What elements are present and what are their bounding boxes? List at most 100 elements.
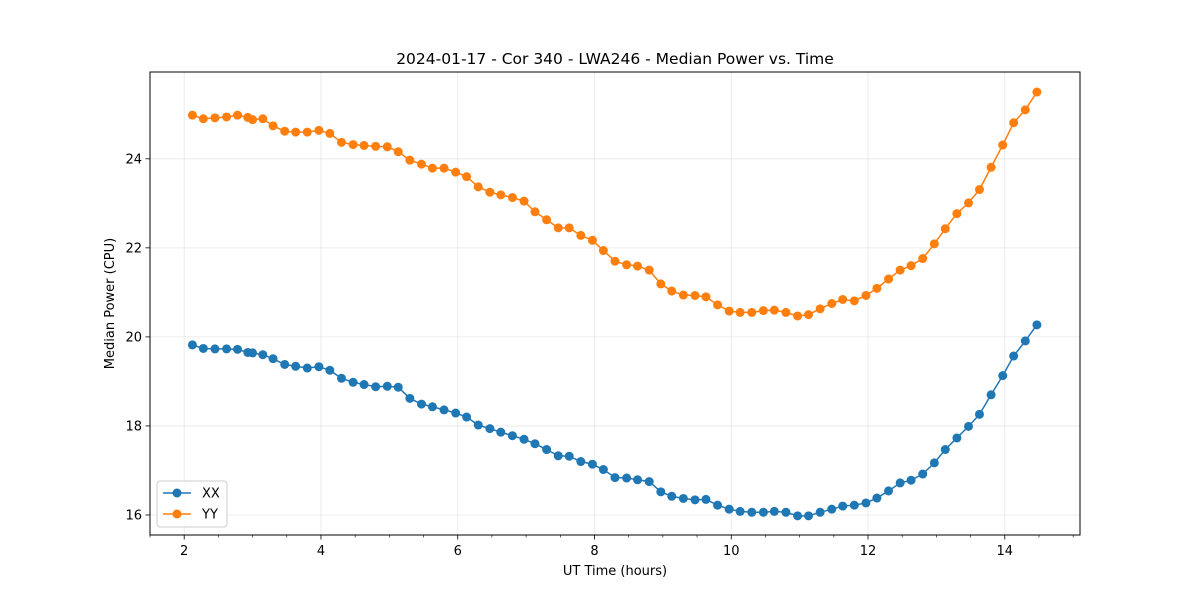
data-point-xx [564,451,574,461]
data-point-xx [622,473,632,483]
data-point-xx [758,507,768,517]
plot-area-frame [149,71,1081,536]
data-point-xx [336,373,346,383]
data-point-yy [519,196,529,206]
data-point-yy [248,115,258,125]
data-point-yy [268,121,278,131]
data-point-xx [462,412,472,422]
data-point-xx [393,382,403,392]
data-point-xx [769,506,779,516]
data-point-yy [427,163,437,173]
data-point-yy [439,163,449,173]
data-point-xx [314,362,324,372]
data-point-xx [359,380,369,390]
data-point-yy [451,167,461,177]
data-point-yy [198,114,208,124]
data-point-yy [405,155,415,165]
data-point-xx [210,344,220,354]
data-point-yy [690,290,700,300]
data-point-yy [793,311,803,321]
data-point-yy [964,198,974,208]
data-point-xx [496,427,506,437]
data-point-yy [918,254,928,264]
data-point-xx [872,493,882,503]
data-point-xx [815,507,825,517]
data-point-xx [198,343,208,353]
data-point-xx [1009,351,1019,361]
y-axis-label: Median Power (CPU) [103,238,118,369]
data-point-xx [427,402,437,412]
x-tick-label: 6 [454,544,462,559]
data-point-yy [998,140,1008,150]
data-point-xx [1032,320,1042,330]
data-point-xx [258,350,268,360]
data-point-xx [986,390,996,400]
data-point-yy [974,185,984,195]
data-point-yy [280,126,290,136]
data-point-yy [884,274,894,284]
data-point-xx [1020,336,1030,346]
x-tick-label: 12 [860,544,877,559]
data-point-xx [918,469,928,479]
data-point-xx [439,405,449,415]
data-point-xx [576,457,586,467]
legend-marker-yy [172,509,182,519]
data-point-yy [258,114,268,124]
data-point-xx [735,506,745,516]
data-point-yy [553,223,563,233]
data-point-xx [222,344,232,354]
data-point-xx [451,408,461,418]
data-point-xx [553,451,563,461]
data-point-xx [325,365,335,375]
data-point-yy [371,141,381,151]
data-point-yy [952,209,962,219]
data-point-yy [633,261,643,271]
data-point-xx [268,354,278,364]
legend: XX YY [156,480,228,528]
data-point-xx [644,477,654,487]
data-point-xx [906,475,916,485]
data-point-yy [348,140,358,150]
data-point-yy [393,147,403,157]
data-point-yy [530,207,540,217]
data-point-xx [187,340,197,350]
data-point-xx [371,382,381,392]
x-tick-label: 2 [180,544,188,559]
data-point-xx [838,501,848,511]
legend-label-xx: XX [202,487,220,502]
data-point-xx [793,511,803,521]
data-point-xx [405,393,415,403]
data-point-yy [849,296,859,306]
data-point-xx [280,359,290,369]
data-point-xx [701,494,711,504]
data-point-yy [667,286,677,296]
data-point-yy [382,142,392,152]
data-point-yy [713,300,723,310]
data-point-xx [964,421,974,431]
data-point-yy [986,162,996,172]
data-point-xx [895,478,905,488]
data-point-xx [530,439,540,449]
data-point-yy [656,279,666,289]
data-point-xx [781,507,791,517]
data-point-yy [598,246,608,256]
data-point-yy [587,235,597,245]
data-point-xx [974,409,984,419]
data-point-yy [576,230,586,240]
data-point-yy [872,283,882,293]
data-point-yy [747,307,757,317]
data-point-yy [210,113,220,123]
data-point-xx [849,500,859,510]
data-point-yy [507,193,517,203]
x-tick-label: 8 [590,544,598,559]
data-point-yy [622,260,632,270]
series-line-yy [192,91,1038,317]
data-point-yy [758,306,768,316]
data-point-yy [564,223,574,233]
data-point-yy [781,307,791,317]
data-point-yy [291,127,301,137]
data-point-xx [542,445,552,455]
data-point-yy [222,112,232,122]
data-point-xx [302,363,312,373]
